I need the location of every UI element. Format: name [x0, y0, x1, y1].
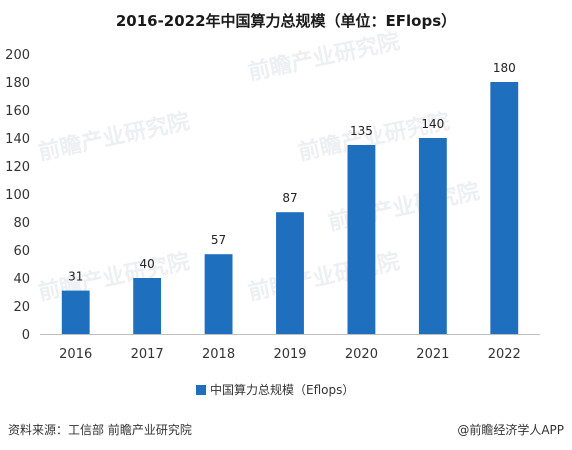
- bar: [133, 278, 162, 334]
- y-tick-label: 200: [5, 48, 30, 63]
- legend-label: 中国算力总规模（Eflops）: [210, 382, 354, 397]
- legend-swatch: [196, 385, 206, 395]
- x-axis: 2016 2017 2018 2019 2020 2021 2022: [59, 347, 521, 362]
- brand-note: @前瞻经济学人APP: [457, 423, 564, 437]
- y-tick-label: 60: [13, 244, 30, 259]
- watermark-text: 前瞻产业研究院: [36, 108, 192, 165]
- x-tick-label: 2017: [131, 347, 164, 362]
- x-tick-label: 2018: [202, 347, 235, 362]
- data-label: 40: [140, 257, 155, 271]
- x-tick-label: 2022: [488, 347, 521, 362]
- y-tick-label: 140: [5, 132, 30, 147]
- bar: [204, 254, 233, 334]
- data-label: 31: [68, 270, 83, 284]
- x-tick-label: 2016: [59, 347, 92, 362]
- bar: [347, 145, 376, 334]
- y-tick-label: 100: [5, 188, 30, 203]
- y-tick-label: 120: [5, 160, 30, 175]
- y-tick-label: 0: [22, 328, 30, 343]
- source-note: 资料来源：工信部 前瞻产业研究院: [8, 423, 192, 437]
- data-label: 140: [421, 117, 444, 131]
- y-tick-label: 80: [13, 216, 30, 231]
- y-axis: 0 20 40 60 80 100 120 140 160 180 200: [5, 48, 30, 343]
- x-tick-label: 2021: [416, 347, 449, 362]
- watermark-text: 前瞻产业研究院: [246, 248, 402, 305]
- legend: 中国算力总规模（Eflops）: [196, 382, 354, 397]
- data-label: 87: [282, 191, 297, 205]
- data-labels-group: 31 40 57 87 135 140 180: [68, 61, 516, 284]
- bar: [276, 212, 304, 334]
- y-tick-label: 160: [5, 104, 30, 119]
- bars-group: [61, 82, 519, 334]
- bar: [490, 82, 519, 334]
- y-tick-label: 40: [13, 272, 30, 287]
- data-label: 57: [211, 233, 226, 247]
- bar: [61, 290, 90, 334]
- data-label: 135: [350, 124, 373, 138]
- watermark-text: 前瞻产业研究院: [36, 248, 192, 305]
- y-tick-label: 20: [13, 300, 30, 315]
- bar: [418, 138, 447, 334]
- data-label: 180: [493, 61, 516, 75]
- x-tick-label: 2019: [273, 347, 306, 362]
- x-tick-label: 2020: [345, 347, 378, 362]
- watermark-text: 前瞻产业研究院: [246, 28, 402, 85]
- y-tick-label: 180: [5, 76, 30, 91]
- chart-title: 2016-2022年中国算力总规模（单位：EFlops）: [115, 12, 457, 30]
